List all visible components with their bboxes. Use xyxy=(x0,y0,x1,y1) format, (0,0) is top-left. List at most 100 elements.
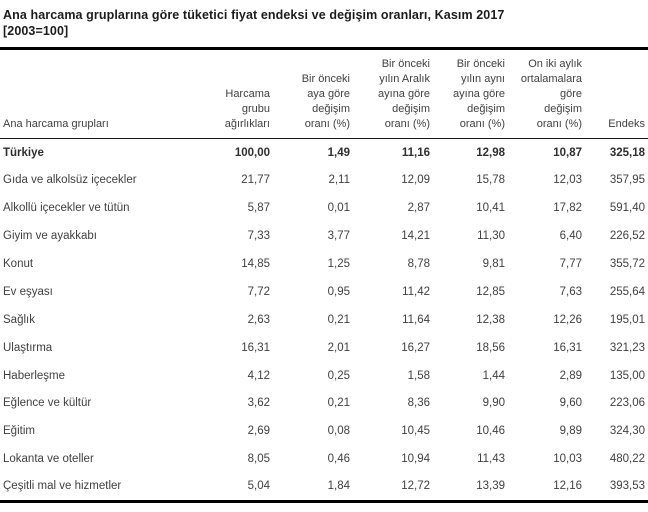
cell-value: 2,69 xyxy=(247,425,270,438)
cell-value: 2,89 xyxy=(559,369,582,382)
page-title: Ana harcama gruplarına göre tüketici fiy… xyxy=(3,8,505,22)
cell-value: 2,01 xyxy=(327,341,350,354)
row-label: Eğlence ve kültür xyxy=(3,397,92,410)
cell-value: 9,89 xyxy=(559,425,582,438)
title-block: Ana harcama gruplarına göre tüketici fiy… xyxy=(3,7,646,39)
cell-value: 5,87 xyxy=(247,202,270,215)
cell-value: 325,18 xyxy=(609,146,645,159)
table-row: Ev eşyası 7,72 0,95 11,42 12,85 7,63 255,64 xyxy=(0,278,648,306)
cell-value: 16,31 xyxy=(241,341,270,354)
cell-value: 2,63 xyxy=(247,313,270,326)
cell-value: 5,04 xyxy=(247,480,270,493)
cell-value: 1,58 xyxy=(407,369,430,382)
cell-value: 3,62 xyxy=(247,397,270,410)
cell-value: 12,85 xyxy=(476,285,505,298)
cell-value: 9,60 xyxy=(559,397,582,410)
row-label: Ev eşyası xyxy=(3,285,53,298)
cell-value: 480,22 xyxy=(609,453,645,466)
cell-value: 12,09 xyxy=(401,174,430,187)
cell-value: 1,25 xyxy=(327,258,350,270)
cell-value: 10,41 xyxy=(476,202,505,215)
cell-value: 11,30 xyxy=(477,230,505,243)
cell-value: 11,16 xyxy=(401,146,430,159)
cell-value: 11,42 xyxy=(402,285,430,298)
table-body: Türkiye 100,00 1,49 11,16 12,98 10,87 325,18 Gı… xyxy=(0,139,648,502)
cell-value: 0,95 xyxy=(327,285,350,298)
cell-value: 9,90 xyxy=(482,397,505,410)
table-row: Haberleşme 4,12 0,25 1,58 1,44 2,89 135,00 xyxy=(0,362,648,390)
cell-value: 10,03 xyxy=(553,453,582,466)
cell-value: 6,40 xyxy=(559,230,582,243)
cell-value: 14,85 xyxy=(241,258,270,270)
table-row: Türkiye 100,00 1,49 11,16 12,98 10,87 325,18 xyxy=(0,139,648,167)
cell-value: 324,30 xyxy=(609,425,645,438)
cell-value: 1,49 xyxy=(327,146,350,159)
table-row: Çeşitli mal ve hizmetler 5,04 1,84 12,72 13,… xyxy=(0,473,648,501)
cell-value: 14,21 xyxy=(401,230,430,243)
cell-value: 255,64 xyxy=(609,285,645,298)
cell-value: 2,11 xyxy=(328,174,350,187)
cell-value: 10,45 xyxy=(401,425,430,438)
cell-value: 7,63 xyxy=(559,285,582,298)
row-label: Sağlık xyxy=(3,313,35,326)
cell-value: 3,77 xyxy=(327,230,350,243)
cell-value: 11,64 xyxy=(402,313,430,326)
cell-value: 10,87 xyxy=(553,146,582,159)
cell-value: 223,06 xyxy=(609,397,645,410)
column-header-change-since-december: Bir önceki yılın Aralık ayına göre değiş… xyxy=(353,48,433,139)
row-label: Lokanta ve oteller xyxy=(3,453,94,466)
row-label: Türkiye xyxy=(3,146,44,159)
table-row: Gıda ve alkolsüz içecekler 21,77 2,11 12,09… xyxy=(0,166,648,194)
table-row: Eğlence ve kültür 3,62 0,21 8,36 9,90 9,60 223… xyxy=(0,390,648,418)
column-header-twelve-month-average-change: On iki aylık ortalamalara göre değişim o… xyxy=(508,48,585,139)
page-subtitle-base-year: [2003=100] xyxy=(3,24,69,38)
cell-value: 13,39 xyxy=(476,480,505,493)
cell-value: 12,16 xyxy=(553,480,582,493)
cell-value: 16,27 xyxy=(401,341,430,354)
cell-value: 0,46 xyxy=(327,453,350,466)
row-label: Alkollü içecekler ve tütün xyxy=(3,202,130,215)
cell-value: 8,78 xyxy=(407,258,430,270)
column-header-weights: Harcama grubu ağırlıkları xyxy=(170,48,273,139)
row-label: Gıda ve alkolsüz içecekler xyxy=(3,174,137,187)
cell-value: 0,25 xyxy=(327,369,350,382)
cell-value: 591,40 xyxy=(609,202,645,215)
cell-value: 100,00 xyxy=(234,146,270,159)
cell-value: 1,44 xyxy=(482,369,505,382)
cell-value: 17,82 xyxy=(553,202,582,215)
table-row: Alkollü içecekler ve tütün 5,87 0,01 2,87 10… xyxy=(0,194,648,222)
table-row: Eğitim 2,69 0,08 10,45 10,46 9,89 324,30 xyxy=(0,417,648,445)
cell-value: 9,81 xyxy=(482,258,505,270)
cell-value: 135,00 xyxy=(609,369,645,382)
cell-value: 16,31 xyxy=(553,341,582,354)
cell-value: 10,46 xyxy=(476,425,505,438)
column-header-main-groups: Ana harcama grupları xyxy=(0,48,170,139)
cell-value: 8,36 xyxy=(407,397,430,410)
cell-value: 0,01 xyxy=(327,202,350,215)
column-header-monthly-change: Bir önceki aya göre değişim oranı (%) xyxy=(273,48,353,139)
header-row: Ana harcama grupları Harcama grubu ağırl… xyxy=(0,48,648,139)
table-row: Ulaştırma 16,31 2,01 16,27 18,56 16,31 321,23 xyxy=(0,334,648,362)
cell-value: 12,98 xyxy=(476,146,505,159)
cell-value: 0,08 xyxy=(327,425,350,438)
row-label: Haberleşme xyxy=(3,369,65,382)
cpi-table: Ana harcama grupları Harcama grubu ağırl… xyxy=(0,47,648,503)
cell-value: 21,77 xyxy=(241,174,270,187)
cell-value: 393,53 xyxy=(609,480,645,493)
cell-value: 0,21 xyxy=(327,313,350,326)
row-label: Konut xyxy=(3,258,34,270)
cell-value: 4,12 xyxy=(247,369,270,382)
cell-value: 321,23 xyxy=(609,341,645,354)
cell-value: 0,21 xyxy=(327,397,350,410)
cell-value: 7,33 xyxy=(247,230,270,243)
cell-value: 12,38 xyxy=(476,313,505,326)
column-header-annual-change: Bir önceki yılın aynı ayına göre değişim… xyxy=(433,48,508,139)
cell-value: 12,26 xyxy=(553,313,582,326)
row-label: Çeşitli mal ve hizmetler xyxy=(3,480,122,493)
table-row: Konut 14,85 1,25 8,78 9,81 7,77 355,72 xyxy=(0,250,648,278)
table-row: Giyim ve ayakkabı 7,33 3,77 14,21 11,30 6,40 2… xyxy=(0,222,648,250)
row-label: Ulaştırma xyxy=(3,341,53,354)
cell-value: 1,84 xyxy=(327,480,350,493)
row-label: Eğitim xyxy=(3,425,35,438)
